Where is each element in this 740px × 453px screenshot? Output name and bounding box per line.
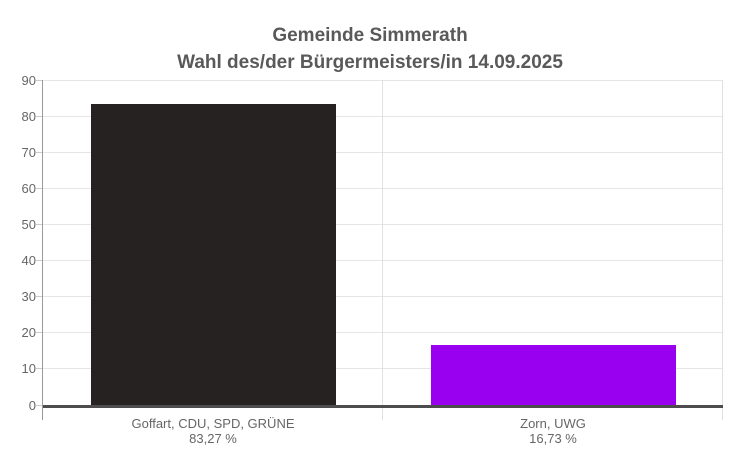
y-axis-tick: [36, 368, 42, 370]
category-value: 16,73 %: [529, 431, 577, 446]
y-gridline: [43, 296, 723, 298]
chart-subtitle: Wahl des/der Bürgermeisters/in 14.09.202…: [177, 52, 563, 73]
y-axis-tick: [36, 296, 42, 298]
y-axis-tick: [36, 115, 42, 117]
y-gridline: [43, 332, 723, 334]
y-axis-label: 40: [21, 253, 36, 269]
y-axis-label: 30: [21, 289, 36, 305]
x-axis-baseline: [43, 405, 723, 408]
y-gridline: [43, 368, 723, 370]
y-axis-tick: [36, 223, 42, 225]
chart-title: Gemeinde Simmerath: [272, 25, 468, 46]
y-axis-label: 80: [21, 108, 36, 124]
bar-2[interactable]: [430, 344, 676, 405]
category-divider-line: [382, 80, 383, 420]
y-axis-label: 0: [28, 397, 36, 413]
y-gridline: [43, 187, 723, 189]
y-axis-tick: [36, 187, 42, 189]
plot-area: 0 10 20 30 40 50 60 70 80 90 Goffart, CDU, SPD, GR…: [22, 74, 723, 446]
y-axis-tick: [36, 151, 42, 153]
y-axis-tick: [36, 79, 42, 81]
y-axis-tick: [36, 260, 42, 262]
bar-1[interactable]: [90, 104, 336, 405]
y-gridline: [43, 79, 723, 81]
x-category-label: Goffart, CDU, SPD, GRÜNE 83,27 %: [43, 416, 383, 446]
y-gridline: [43, 151, 723, 153]
y-gridline: [43, 223, 723, 225]
chart-title-block: Gemeinde Simmerath Wahl des/der Bürgerme…: [0, 22, 740, 76]
y-gridline: [43, 260, 723, 262]
y-axis-label: 10: [21, 361, 36, 377]
category-value: 83,27 %: [189, 431, 237, 446]
y-axis-label: 60: [21, 180, 36, 196]
y-axis-tick: [36, 404, 42, 406]
category-name: Zorn, UWG: [520, 416, 586, 431]
y-axis-label: 50: [21, 216, 36, 232]
x-category-label: Zorn, UWG 16,73 %: [383, 416, 723, 446]
y-axis-label: 70: [21, 144, 36, 160]
y-axis-label: 90: [21, 72, 36, 88]
y-axis-label: 20: [21, 325, 36, 341]
y-gridline: [43, 115, 723, 117]
category-divider-line: [722, 80, 723, 420]
y-axis-line: [42, 80, 43, 420]
category-name: Goffart, CDU, SPD, GRÜNE: [131, 416, 295, 431]
y-axis-tick: [36, 332, 42, 334]
